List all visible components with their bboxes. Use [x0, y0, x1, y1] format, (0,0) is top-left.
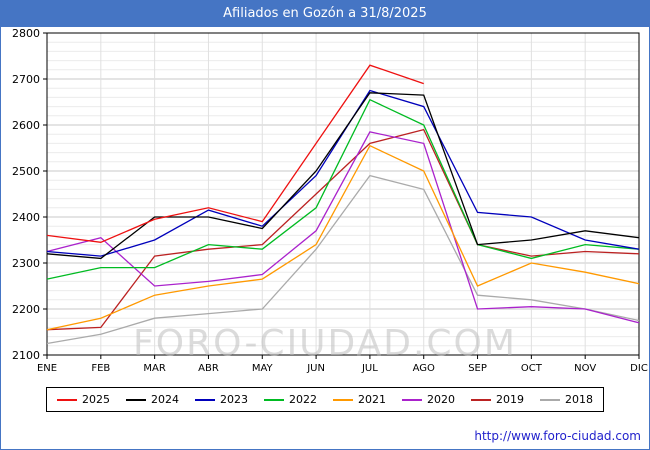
- svg-text:2400: 2400: [12, 211, 40, 224]
- svg-text:2100: 2100: [12, 349, 40, 362]
- chart-area: 2100 2200 2300 2400 2500 2600 2700 2800 ENE FEB MA…: [1, 27, 649, 379]
- page-title: Afiliados en Gozón a 31/8/2025: [223, 6, 427, 21]
- legend-item-2025: 2025: [57, 393, 110, 406]
- svg-text:2600: 2600: [12, 119, 40, 132]
- series-line-2022: [46, 98, 640, 280]
- svg-text:SEP: SEP: [468, 363, 487, 374]
- svg-text:2800: 2800: [12, 27, 40, 40]
- legend-item-2023: 2023: [195, 393, 248, 406]
- svg-text:OCT: OCT: [521, 363, 543, 374]
- series-line-2024: [46, 92, 640, 260]
- legend-label-2025: 2025: [82, 393, 110, 406]
- legend-swatch-2024: [126, 398, 146, 401]
- svg-text:ENE: ENE: [37, 363, 57, 374]
- legend-swatch-2025: [57, 398, 77, 401]
- legend-item-2018: 2018: [540, 393, 593, 406]
- svg-text:2300: 2300: [12, 257, 40, 270]
- svg-text:AGO: AGO: [413, 363, 435, 374]
- svg-text:ABR: ABR: [198, 363, 219, 374]
- legend-label-2019: 2019: [496, 393, 524, 406]
- svg-text:MAY: MAY: [252, 363, 274, 374]
- svg-text:NOV: NOV: [574, 363, 596, 374]
- svg-text:2500: 2500: [12, 165, 40, 178]
- legend-swatch-2019: [471, 398, 491, 401]
- legend-label-2024: 2024: [151, 393, 179, 406]
- legend-label-2018: 2018: [565, 393, 593, 406]
- series-line-2020: [46, 131, 640, 324]
- legend: 2025 2024 2023 2022 2021 2020 2019 2018: [46, 387, 604, 412]
- legend-item-2022: 2022: [264, 393, 317, 406]
- series-line-2023: [46, 89, 640, 257]
- title-bar: Afiliados en Gozón a 31/8/2025: [1, 1, 649, 27]
- footer: http://www.foro-ciudad.com: [474, 429, 641, 443]
- legend-label-2021: 2021: [358, 393, 386, 406]
- series-line-2018: [46, 174, 640, 345]
- legend-label-2020: 2020: [427, 393, 455, 406]
- legend-swatch-2023: [195, 398, 215, 401]
- svg-text:JUL: JUL: [361, 363, 378, 374]
- legend-swatch-2022: [264, 398, 284, 401]
- legend-item-2020: 2020: [402, 393, 455, 406]
- svg-text:JUN: JUN: [306, 363, 325, 374]
- legend-swatch-2018: [540, 398, 560, 401]
- series-line-2021: [46, 144, 640, 331]
- legend-swatch-2021: [333, 398, 353, 401]
- svg-text:MAR: MAR: [143, 363, 165, 374]
- line-chart: 2100 2200 2300 2400 2500 2600 2700 2800 ENE FEB MA…: [12, 27, 648, 374]
- legend-swatch-2020: [402, 398, 422, 401]
- legend-item-2019: 2019: [471, 393, 524, 406]
- series-line-2025: [46, 64, 424, 243]
- svg-text:FEB: FEB: [91, 363, 110, 374]
- legend-item-2021: 2021: [333, 393, 386, 406]
- legend-label-2023: 2023: [220, 393, 248, 406]
- legend-item-2024: 2024: [126, 393, 179, 406]
- foro-ciudad-link[interactable]: http://www.foro-ciudad.com: [474, 429, 641, 443]
- legend-label-2022: 2022: [289, 393, 317, 406]
- svg-text:2200: 2200: [12, 303, 40, 316]
- svg-text:2700: 2700: [12, 73, 40, 86]
- svg-text:DIC: DIC: [630, 363, 648, 374]
